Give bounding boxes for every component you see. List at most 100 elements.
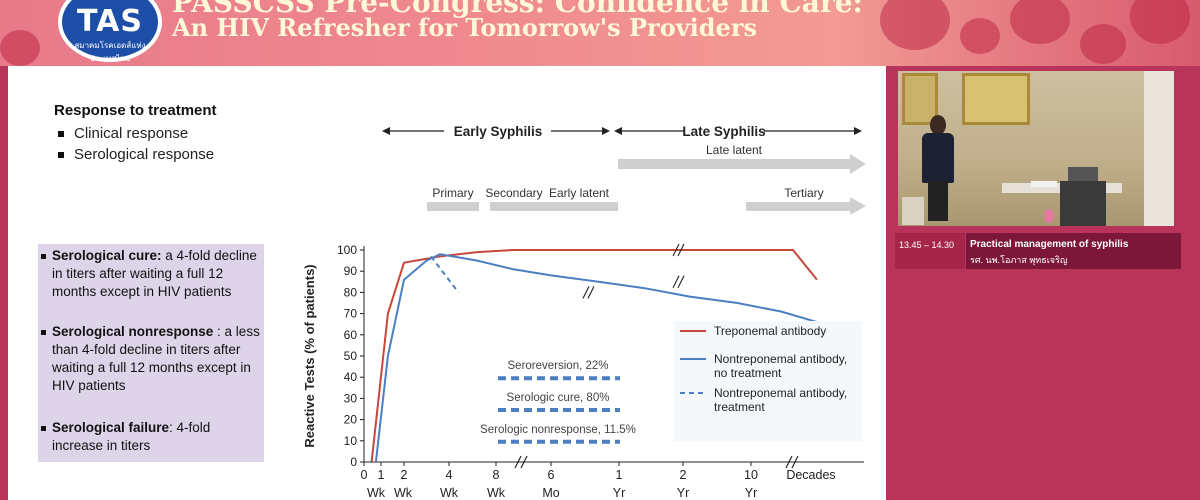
definition-text: : 4-fold increase in titers <box>52 420 211 453</box>
logo-text: TAS <box>77 4 143 39</box>
definition-term: Serological failure <box>52 420 170 435</box>
y-tick-label: 20 <box>344 413 358 427</box>
speaker-body <box>922 133 954 183</box>
annotation-label: Serologic cure, 80% <box>507 392 610 404</box>
syphilis-antibody-chart: Early Syphilis Late Syphilis Late latent Pr… <box>302 124 866 500</box>
video-chair <box>902 197 924 225</box>
y-tick-label: 10 <box>344 434 358 448</box>
series-line-1 <box>374 253 818 463</box>
x-tick-unit-label: Wk <box>394 486 413 500</box>
response-item-label: Clinical response <box>74 125 189 142</box>
response-item-clinical: Clinical response <box>58 125 188 142</box>
speaker-figure <box>920 115 956 221</box>
x-tick-unit-label: Mo <box>542 486 559 500</box>
curve-break-icon <box>672 275 680 289</box>
curve-break-icon <box>677 275 685 289</box>
stage-band-arrow-icon <box>850 197 866 215</box>
response-item-label: Serological response <box>74 146 215 163</box>
stage-band-early-latent <box>540 202 618 211</box>
presentation-slide: Response to treatment Clinical response … <box>8 66 886 500</box>
stage-label-tertiary: Tertiary <box>784 186 823 200</box>
legend-label-cont: no treatment <box>714 366 782 380</box>
video-door <box>1144 71 1174 226</box>
tas-logo: TAS สมาคมโรคเอดส์แห่งประเทศไทย <box>58 0 162 63</box>
response-title: Response to treatment <box>54 102 217 119</box>
stage-label-secondary: Secondary <box>485 186 542 200</box>
banner-title-line2: An HIV Refresher for Tomorrow's Provider… <box>172 13 757 42</box>
bullet-icon <box>41 330 46 335</box>
x-tick-unit-label: Wk <box>440 486 459 500</box>
stage-band-arrow-icon <box>850 154 866 174</box>
x-tick-label: 6 <box>548 468 555 482</box>
banner-decor <box>1010 0 1070 44</box>
speaker-video <box>898 71 1174 226</box>
response-item-serological: Serological response <box>58 146 214 163</box>
x-tick-unit-label: Yr <box>677 486 690 500</box>
stage-label-early-latent: Early latent <box>549 186 610 200</box>
y-axis-label: Reactive Tests (% of patients) <box>302 264 317 447</box>
x-tick-label: Decades <box>786 468 835 482</box>
speaker-head <box>930 115 946 135</box>
series-line-0 <box>370 249 818 463</box>
curve-break-icon <box>587 286 595 299</box>
legend-label: Nontreponemal antibody, <box>714 352 847 366</box>
session-details: Practical management of syphilis รศ. นพ.… <box>966 233 1181 269</box>
definition-nonresponse: Serological nonresponse : a less than 4-… <box>41 323 260 395</box>
banner-decor <box>960 18 1000 54</box>
arrow-right-icon <box>602 127 610 135</box>
stage-label-primary: Primary <box>432 186 473 200</box>
x-tick-label: 1 <box>378 468 385 482</box>
x-tick-label: 0 <box>361 468 368 482</box>
annotation-label: Serologic nonresponse, 11.5% <box>480 424 636 436</box>
video-podium <box>1060 181 1106 226</box>
curve-break-icon <box>672 243 680 257</box>
banner-title-line1: PASSCSS Pre-Congress: Confidence in Care… <box>172 0 863 19</box>
stage-band-tertiary <box>746 202 850 211</box>
x-tick-label: 4 <box>446 468 453 482</box>
x-tick-unit-label: Wk <box>487 486 506 500</box>
x-tick-label: 1 <box>616 468 623 482</box>
video-flowers <box>1044 209 1054 223</box>
conference-banner: TAS สมาคมโรคเอดส์แห่งประเทศไทย PASSCSS P… <box>0 0 1200 66</box>
definition-failure: Serological failure: 4-fold increase in … <box>41 419 260 455</box>
x-tick-unit-label: Wk <box>367 486 386 500</box>
x-tick-label: 10 <box>744 468 758 482</box>
banner-decor <box>1130 0 1190 44</box>
legend-label: Treponemal antibody <box>714 324 826 338</box>
y-tick-label: 70 <box>344 307 358 321</box>
y-tick-label: 60 <box>344 328 358 342</box>
session-info-bar: 13.45 – 14.30 Practical management of sy… <box>895 233 1181 269</box>
speaker-legs <box>928 181 948 221</box>
stage-late-syphilis: Late Syphilis <box>682 124 765 139</box>
definition-term: Serological cure: <box>52 248 162 263</box>
definition-term: Serological nonresponse <box>52 324 214 339</box>
y-tick-label: 100 <box>337 243 357 257</box>
speaker-name: รศ. นพ.โอภาส พุทธเจริญ <box>970 255 1068 265</box>
curve-break-icon <box>677 243 685 257</box>
bullet-icon <box>41 254 46 259</box>
axis-break-icon <box>520 455 528 469</box>
y-tick-label: 40 <box>344 370 358 384</box>
bullet-icon <box>58 131 64 138</box>
banner-decor <box>0 30 40 66</box>
y-tick-label: 90 <box>344 264 358 278</box>
legend-label-cont: treatment <box>714 400 765 414</box>
logo-subtext: สมาคมโรคเอดส์แห่งประเทศไทย <box>74 41 146 63</box>
y-tick-label: 80 <box>344 285 358 299</box>
banner-decor <box>1080 24 1126 64</box>
stage-early-syphilis: Early Syphilis <box>454 124 543 139</box>
x-tick-label: 2 <box>401 468 408 482</box>
legend-box <box>674 321 862 441</box>
definition-text: : a less than 4-fold decline in titers a… <box>52 324 260 393</box>
axis-break-icon <box>514 455 522 469</box>
stage-band-late-latent <box>618 159 850 169</box>
axis-break-icon <box>785 455 793 469</box>
y-tick-label: 50 <box>344 349 358 363</box>
bullet-icon <box>41 426 46 431</box>
y-tick-label: 30 <box>344 391 358 405</box>
talk-title: Practical management of syphilis <box>970 239 1129 250</box>
video-nameplate <box>1031 181 1057 187</box>
x-tick-label: 2 <box>680 468 687 482</box>
definition-text: a 4-fold decline in titers after waiting… <box>52 248 257 299</box>
curve-break-icon <box>582 286 590 299</box>
